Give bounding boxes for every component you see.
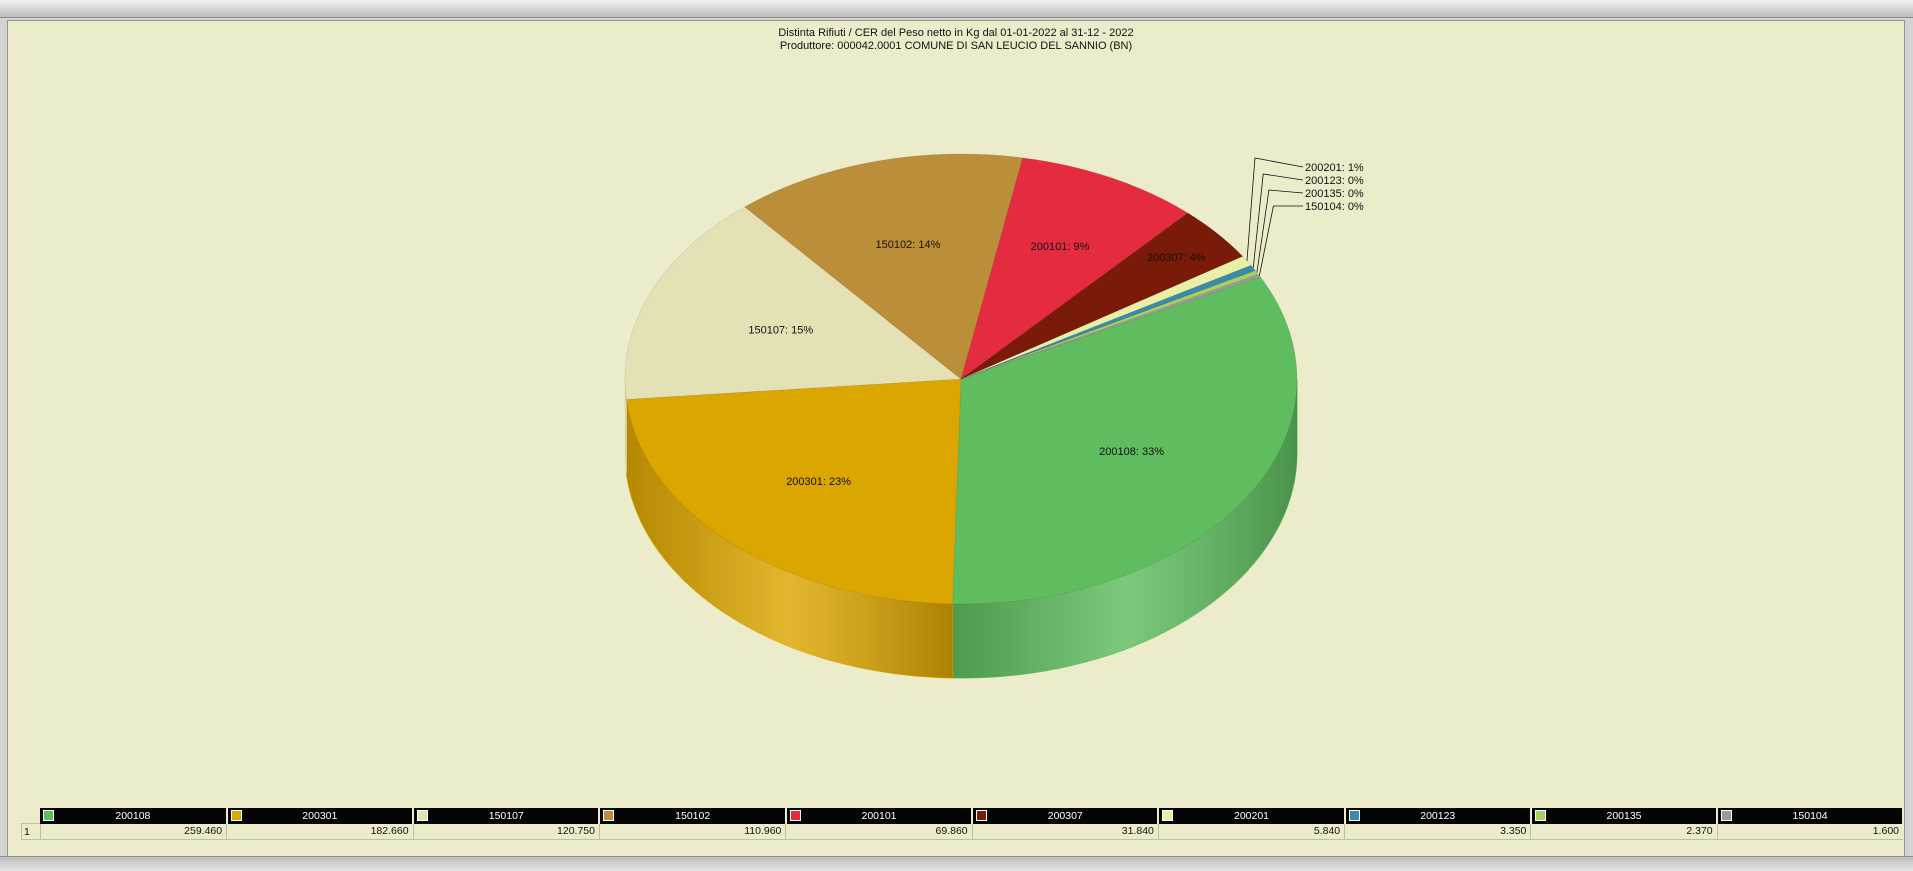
legend-header-200201: 200201	[1158, 808, 1346, 824]
pie-label-200123: 200123: 0%	[1305, 175, 1364, 187]
legend-header-200108: 200108	[40, 808, 228, 824]
legend-table: 200108 200301 150107 150102 200101 200307 2002…	[21, 808, 1904, 840]
legend-label-200301: 200301	[302, 809, 338, 822]
pie-label-150104: 150104: 0%	[1305, 201, 1364, 213]
pie-label-200301: 200301: 23%	[786, 476, 851, 488]
pie-tops	[624, 153, 1298, 605]
pie-slice-150107	[624, 206, 962, 400]
pie-slice-200101	[960, 157, 1189, 380]
legend-label-200108: 200108	[115, 809, 151, 822]
legend-value-200135: 2.370	[1530, 823, 1718, 840]
legend-header-200307: 200307	[972, 808, 1160, 824]
legend-value-150102: 110.960	[598, 823, 786, 840]
pie-slice-200108	[952, 276, 1298, 605]
legend-swatch-150102	[603, 810, 615, 821]
window-title-bar	[0, 0, 1913, 18]
legend-corner-cell	[22, 808, 41, 824]
pie-label-150107: 150107: 15%	[748, 324, 813, 336]
legend-swatch-150104	[1721, 810, 1733, 821]
pie-slice-200307	[960, 212, 1244, 380]
pie-label-200108: 200108: 33%	[1099, 446, 1164, 458]
callout-line-200135	[1256, 189, 1304, 273]
legend-value-200108: 259.460	[39, 823, 227, 840]
legend-value-200307: 31.840	[971, 823, 1159, 840]
legend-label-150107: 150107	[488, 809, 524, 822]
legend-header-200135: 200135	[1530, 808, 1719, 824]
legend-label-200201: 200201	[1233, 809, 1270, 822]
legend-swatch-150107	[417, 810, 429, 821]
pie-label-150102: 150102: 14%	[876, 239, 941, 251]
legend-header-200301: 200301	[226, 808, 415, 824]
pie-labels: 200108: 33% 200301: 23% 150107: 15% 150102:…	[748, 239, 1206, 488]
legend-header-200101: 200101	[785, 808, 974, 824]
pie-label-200135: 200135: 0%	[1305, 188, 1364, 200]
legend-value-row: 1 259.460 182.660 120.750 110.960 69.860 31.8…	[21, 823, 1903, 840]
legend-label-200135: 200135	[1606, 809, 1642, 822]
legend-header-150102: 150102	[599, 808, 787, 824]
legend-label-150104: 150104	[1792, 809, 1828, 822]
legend-value-200123: 3.350	[1344, 823, 1531, 840]
legend-header-200123: 200123	[1344, 808, 1532, 824]
legend-value-200301: 182.660	[226, 823, 414, 840]
pie-slice-200135	[960, 270, 1259, 380]
legend-value-200101: 69.860	[785, 823, 973, 840]
legend-swatch-200123	[1348, 810, 1360, 821]
pie-side-shade-200108	[952, 379, 1297, 678]
callout-line-200123	[1252, 173, 1304, 268]
legend-header-150104: 150104	[1717, 808, 1904, 824]
callout-line-150104	[1259, 205, 1303, 276]
chart-title: Distinta Rifiuti / CER del Peso netto in…	[778, 27, 1134, 39]
callout-line-200201	[1246, 157, 1304, 261]
legend-swatch-200135	[1534, 810, 1546, 821]
chart-subtitle: Produttore: 000042.0001 COMUNE DI SAN LE…	[779, 40, 1133, 52]
legend-label-200101: 200101	[861, 809, 897, 822]
chart-title-block: Distinta Rifiuti / CER del Peso netto in…	[8, 27, 1904, 53]
legend-swatch-200108	[43, 810, 55, 821]
legend-value-200201: 5.840	[1157, 823, 1345, 840]
pie-label-200201: 200201: 1%	[1305, 162, 1364, 174]
legend-swatch-200101	[789, 810, 801, 821]
legend-swatch-200301	[230, 810, 242, 821]
pie-label-200307: 200307: 4%	[1147, 252, 1206, 264]
legend-label-150102: 150102	[675, 809, 711, 822]
pie-slice-150102	[744, 153, 1024, 380]
legend-swatch-200307	[976, 810, 988, 821]
pie-side-shade-200301	[626, 399, 953, 678]
window-status-bar	[0, 856, 1913, 871]
pie-chart: 200108: 33% 200301: 23% 150107: 15% 150102:…	[624, 153, 1364, 679]
pie-label-200101: 200101: 9%	[1031, 241, 1090, 253]
legend-label-200123: 200123	[1420, 809, 1456, 822]
pie-side-shade-150107	[625, 379, 627, 474]
pie-slice-200301	[626, 378, 962, 605]
chart-panel: Distinta Rifiuti / CER del Peso netto in…	[7, 20, 1905, 858]
legend-row-index: 1	[21, 823, 41, 840]
legend-header-150107: 150107	[413, 808, 601, 824]
legend-value-150104: 1.600	[1716, 823, 1903, 840]
legend-swatch-200201	[1162, 810, 1174, 821]
pie-slice-200123	[960, 264, 1256, 380]
legend-value-150107: 120.750	[412, 823, 600, 840]
legend-label-200307: 200307	[1047, 809, 1083, 822]
legend-header-row: 200108 200301 150107 150102 200101 200307 2002…	[22, 808, 1904, 824]
pie-callouts: 200201: 1%200123: 0%200135: 0%150104: 0%	[1246, 157, 1364, 276]
